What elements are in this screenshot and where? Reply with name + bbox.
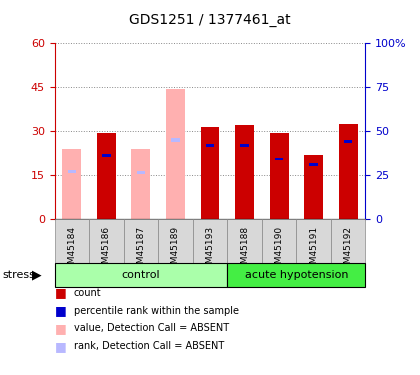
Text: ■: ■ xyxy=(55,286,66,299)
Text: stress: stress xyxy=(2,270,35,280)
Text: GSM45190: GSM45190 xyxy=(275,226,284,275)
Text: ■: ■ xyxy=(55,322,66,335)
Bar xyxy=(136,171,145,174)
Bar xyxy=(240,144,249,147)
Bar xyxy=(331,219,365,262)
Text: value, Detection Call = ABSENT: value, Detection Call = ABSENT xyxy=(74,324,228,333)
Text: ▶: ▶ xyxy=(32,268,41,281)
Text: GSM45184: GSM45184 xyxy=(67,226,76,275)
Bar xyxy=(131,149,150,219)
Bar xyxy=(55,219,89,262)
Bar xyxy=(227,262,365,287)
Text: GSM45188: GSM45188 xyxy=(240,226,249,275)
Bar xyxy=(166,88,185,219)
Text: acute hypotension: acute hypotension xyxy=(244,270,348,280)
Bar xyxy=(193,219,227,262)
Bar xyxy=(270,133,289,219)
Bar xyxy=(89,219,123,262)
Bar xyxy=(309,163,318,166)
Bar xyxy=(97,133,116,219)
Text: GSM45189: GSM45189 xyxy=(171,226,180,275)
Text: GDS1251 / 1377461_at: GDS1251 / 1377461_at xyxy=(129,13,291,27)
Text: GSM45187: GSM45187 xyxy=(136,226,145,275)
Bar xyxy=(123,219,158,262)
Text: count: count xyxy=(74,288,101,297)
Bar xyxy=(206,144,214,147)
Bar xyxy=(227,219,262,262)
Bar xyxy=(304,155,323,219)
Bar xyxy=(68,170,76,172)
Text: GSM45192: GSM45192 xyxy=(344,226,353,275)
Bar xyxy=(171,138,180,142)
Text: GSM45193: GSM45193 xyxy=(205,226,215,275)
Bar xyxy=(55,262,227,287)
Text: ■: ■ xyxy=(55,340,66,353)
Text: rank, Detection Call = ABSENT: rank, Detection Call = ABSENT xyxy=(74,342,224,351)
Text: control: control xyxy=(122,270,160,280)
Text: GSM45191: GSM45191 xyxy=(309,226,318,275)
Bar xyxy=(262,219,297,262)
Text: ■: ■ xyxy=(55,304,66,317)
Bar xyxy=(297,219,331,262)
Bar xyxy=(200,127,220,219)
Bar xyxy=(158,219,193,262)
Bar xyxy=(275,158,284,160)
Text: percentile rank within the sample: percentile rank within the sample xyxy=(74,306,239,315)
Bar xyxy=(63,149,81,219)
Bar xyxy=(235,125,254,219)
Bar xyxy=(339,124,357,219)
Text: GSM45186: GSM45186 xyxy=(102,226,111,275)
Bar xyxy=(344,140,352,143)
Bar xyxy=(102,154,111,157)
